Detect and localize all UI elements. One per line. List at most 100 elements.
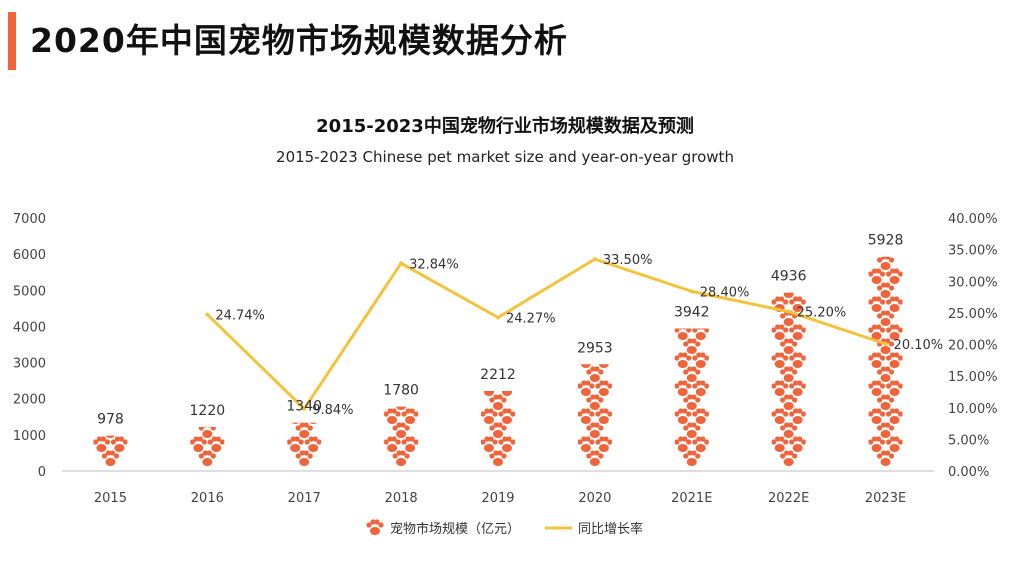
paw-icon xyxy=(876,366,895,382)
paw-icon xyxy=(885,352,903,368)
paw-icon xyxy=(885,380,903,396)
x-tick-label: 2020 xyxy=(578,491,611,506)
x-tick-label: 2021E xyxy=(671,491,712,506)
paw-icon xyxy=(780,450,798,466)
y-left-tick-label: 4000 xyxy=(13,320,46,335)
paw-icon xyxy=(366,519,384,535)
paw-icon xyxy=(780,394,798,410)
growth-point xyxy=(786,309,791,314)
paw-icon xyxy=(868,436,886,452)
growth-value-label: 28.40% xyxy=(700,285,750,300)
chart-subtitle: 2015-2023 Chinese pet market size and ye… xyxy=(276,148,734,166)
y-right-tick-label: 30.00% xyxy=(948,275,998,290)
paw-icon xyxy=(868,268,886,284)
paw-icon xyxy=(692,436,709,452)
y-right-tick-label: 10.00% xyxy=(948,402,998,417)
x-tick-label: 2023E xyxy=(865,491,906,506)
legend-label: 同比增长率 xyxy=(578,521,643,537)
paw-icon xyxy=(780,292,798,298)
paw-icon xyxy=(885,268,903,284)
y-right-tick-label: 15.00% xyxy=(948,370,998,385)
bar-value-label: 1340 xyxy=(286,399,322,415)
growth-value-label: 33.50% xyxy=(603,253,653,268)
paw-icon xyxy=(498,408,515,424)
paw-icon xyxy=(868,408,886,424)
paw-icon xyxy=(110,436,128,452)
paw-icon xyxy=(198,426,216,438)
paw-icon xyxy=(692,408,709,424)
y-left-tick-label: 7000 xyxy=(13,212,46,227)
y-right-tick-label: 25.00% xyxy=(948,307,998,322)
paw-icon xyxy=(885,436,903,452)
bar-value-label: 5928 xyxy=(868,233,904,249)
paw-icon xyxy=(586,450,604,466)
bar-value-label: 978 xyxy=(97,412,124,428)
paw-icon xyxy=(392,450,410,466)
paw-icon xyxy=(384,408,401,424)
paw-icon xyxy=(674,436,692,452)
title-accent-bar xyxy=(8,12,16,70)
paw-icon xyxy=(876,282,895,298)
growth-value-label: 20.10% xyxy=(894,338,944,353)
paw-icon xyxy=(489,394,507,410)
paw-icon xyxy=(771,324,789,340)
y-left-tick-label: 3000 xyxy=(13,357,46,372)
growth-point xyxy=(205,312,210,317)
bar-value-label: 2953 xyxy=(577,340,613,356)
y-right-tick-label: 20.00% xyxy=(948,339,998,354)
bar xyxy=(771,292,806,466)
legend-item-market-size: 宠物市场规模（亿元） xyxy=(366,519,520,537)
paw-icon xyxy=(577,380,595,396)
paw-icon xyxy=(771,408,789,424)
paw-icon xyxy=(780,366,798,382)
paw-icon xyxy=(771,352,789,368)
bar xyxy=(577,364,612,466)
growth-point xyxy=(496,315,500,320)
paw-icon xyxy=(868,352,886,368)
paw-icon xyxy=(207,436,225,452)
page-title: 2020年中国宠物市场规模数据分析 xyxy=(30,21,568,60)
x-tick-label: 2018 xyxy=(385,491,418,506)
x-tick-label: 2019 xyxy=(481,491,514,506)
bar-value-label: 1780 xyxy=(383,383,419,399)
growth-point xyxy=(883,341,888,346)
paw-icon xyxy=(674,352,692,368)
paw-icon xyxy=(692,328,709,340)
growth-value-label: 24.27% xyxy=(506,311,556,326)
paw-icon xyxy=(868,380,886,396)
paw-icon xyxy=(401,408,419,424)
paw-icon xyxy=(489,450,507,466)
growth-line xyxy=(206,257,887,411)
paw-icon xyxy=(683,422,701,438)
legend-item-growth-rate: 同比增长率 xyxy=(545,521,643,537)
growth-point xyxy=(302,406,307,411)
paw-icon xyxy=(384,436,401,452)
y-right-tick-label: 35.00% xyxy=(948,244,998,259)
growth-value-label: 25.20% xyxy=(797,306,847,321)
bar-value-label: 2212 xyxy=(480,367,516,383)
paw-icon xyxy=(876,310,895,326)
x-tick-label: 2015 xyxy=(94,491,127,506)
paw-icon xyxy=(692,352,709,368)
y-left-tick-label: 1000 xyxy=(13,429,46,444)
paw-icon xyxy=(481,408,498,424)
growth-point xyxy=(399,261,404,266)
growth-value-label: 9.84% xyxy=(312,403,353,418)
paw-icon xyxy=(683,338,701,354)
paw-icon xyxy=(771,436,789,452)
paw-icon xyxy=(489,422,507,438)
growth-value-label: 24.74% xyxy=(215,309,265,324)
paw-icon xyxy=(674,380,692,396)
growth-point xyxy=(592,257,597,262)
x-tick-label: 2022E xyxy=(768,491,809,506)
paw-icon xyxy=(683,450,701,466)
y-right-tick-label: 5.00% xyxy=(948,433,989,448)
paw-icon xyxy=(595,408,612,424)
growth-value-label: 32.84% xyxy=(409,257,459,272)
y-right-tick-label: 0.00% xyxy=(948,465,989,480)
paw-icon xyxy=(674,408,692,424)
chart-title: 2015-2023中国宠物行业市场规模数据及预测 xyxy=(316,116,694,137)
paw-icon xyxy=(789,436,806,452)
paw-icon xyxy=(789,380,806,396)
paw-icon xyxy=(287,436,304,452)
